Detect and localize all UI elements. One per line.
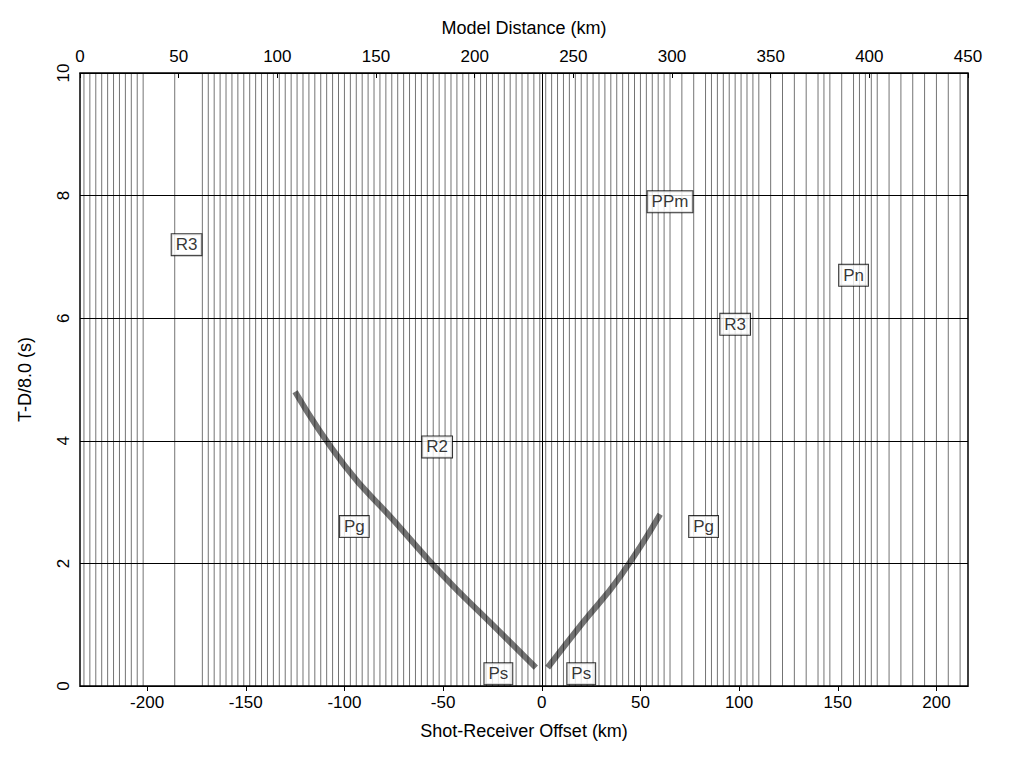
svg-text:200: 200 (922, 693, 950, 712)
svg-text:2: 2 (54, 559, 73, 568)
svg-text:250: 250 (559, 47, 587, 66)
svg-text:400: 400 (855, 47, 883, 66)
svg-text:-150: -150 (229, 693, 263, 712)
svg-text:4: 4 (54, 436, 73, 445)
svg-text:Pg: Pg (344, 517, 365, 536)
svg-text:50: 50 (169, 47, 188, 66)
svg-text:50: 50 (631, 693, 650, 712)
svg-text:Ps: Ps (571, 664, 591, 683)
svg-text:Pg: Pg (693, 517, 714, 536)
svg-text:10: 10 (54, 64, 73, 83)
svg-text:Shot-Receiver Offset (km): Shot-Receiver Offset (km) (420, 721, 628, 741)
svg-text:150: 150 (362, 47, 390, 66)
svg-text:T-D/8.0 (s): T-D/8.0 (s) (15, 337, 35, 422)
svg-text:6: 6 (54, 313, 73, 322)
svg-text:R3: R3 (724, 315, 746, 334)
svg-text:-200: -200 (130, 693, 164, 712)
svg-text:R2: R2 (426, 437, 448, 456)
svg-text:150: 150 (824, 693, 852, 712)
svg-text:100: 100 (725, 693, 753, 712)
svg-text:0: 0 (75, 47, 84, 66)
svg-text:Model Distance (km): Model Distance (km) (441, 18, 606, 38)
svg-text:450: 450 (954, 47, 982, 66)
svg-text:100: 100 (263, 47, 291, 66)
svg-text:8: 8 (54, 191, 73, 200)
svg-text:R3: R3 (176, 235, 198, 254)
svg-text:Ps: Ps (488, 664, 508, 683)
svg-text:300: 300 (658, 47, 686, 66)
svg-text:PPm: PPm (652, 192, 689, 211)
svg-text:200: 200 (460, 47, 488, 66)
svg-text:0: 0 (54, 681, 73, 690)
svg-text:-50: -50 (431, 693, 456, 712)
svg-text:-100: -100 (327, 693, 361, 712)
svg-text:Pn: Pn (843, 266, 864, 285)
svg-text:0: 0 (537, 693, 546, 712)
svg-text:350: 350 (756, 47, 784, 66)
